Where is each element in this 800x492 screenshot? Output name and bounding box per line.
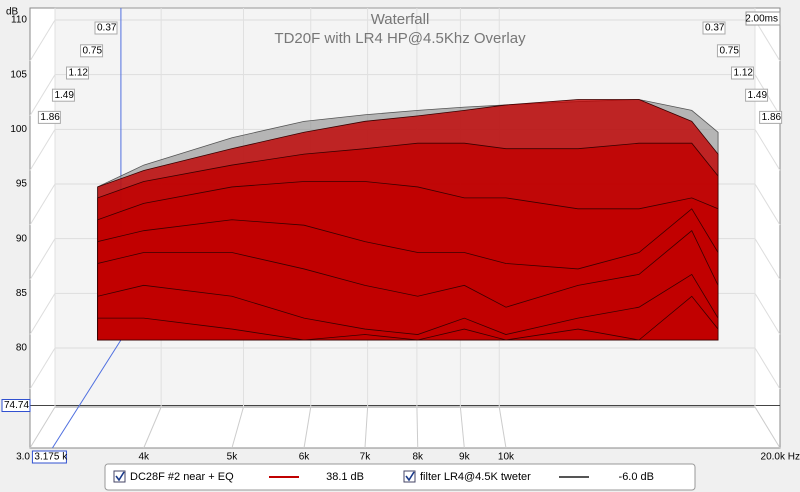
waterfall-slice	[97, 295, 719, 341]
y-tick-label: 90	[16, 233, 28, 244]
z-tick-box	[37, 110, 61, 124]
z-end-label: 2.00ms	[745, 14, 778, 25]
legend	[104, 463, 696, 491]
grid-line	[29, 74, 56, 116]
z-tick-label: 1.86	[40, 112, 60, 123]
grid-line	[231, 406, 244, 449]
grid-line	[754, 19, 781, 62]
grid-line	[754, 238, 781, 280]
z-tick-box	[80, 44, 104, 58]
marks	[97, 99, 719, 341]
z-end-box	[745, 11, 781, 26]
x-tick-label: 3.0	[16, 452, 30, 463]
grid-line	[498, 406, 507, 449]
x-cursor-label: 3.175 k	[34, 452, 68, 463]
grid-line	[29, 183, 56, 226]
x-tick-label: 7k	[360, 452, 372, 463]
legend-check	[115, 471, 125, 482]
x-tick-label: 20.0k Hz	[761, 452, 800, 463]
legend-offset: -6.0 dB	[619, 471, 654, 483]
z-tick-label: 1.49	[748, 90, 768, 101]
y-tick-label: 80	[16, 343, 28, 354]
x-tick-label: 6k	[299, 452, 311, 463]
legend-offset: 38.1 dB	[326, 471, 364, 483]
grid-line	[143, 406, 162, 449]
grid-line	[416, 406, 419, 449]
x-tick-label: 4k	[138, 452, 150, 463]
x-tick-label: 5k	[227, 452, 239, 463]
z-tick-box	[66, 66, 89, 80]
grid-line	[29, 238, 56, 280]
x-tick-label: 9k	[459, 452, 471, 463]
y-tick-label: 95	[16, 179, 28, 190]
z-tick-label: 1.86	[762, 112, 782, 123]
waterfall-slice	[97, 273, 719, 341]
z-tick-label: 0.75	[719, 45, 739, 56]
grid-line	[754, 293, 781, 335]
grid-line	[303, 406, 312, 449]
x-tick-label: 10k	[498, 452, 515, 463]
legend-check	[405, 471, 415, 482]
y-tick-label: 85	[16, 288, 28, 299]
legend-items: DC28F #2 near + EQ 38.1 dB filter LR4@4.5K…	[113, 470, 654, 483]
z-tick-label: 0.37	[97, 23, 117, 34]
y-axis-label: dB	[6, 7, 19, 18]
z-tick-label: 0.75	[83, 45, 103, 56]
z-tick-box	[51, 88, 75, 102]
z-tick-label: 0.37	[705, 23, 725, 34]
grid-line	[459, 406, 465, 449]
z-tick-box	[94, 21, 118, 35]
chart-subtitle: TD20F with LR4 HP@4.5Khz Overlay	[274, 30, 526, 47]
z-tick-label: 1.12	[734, 68, 754, 79]
legend-checkbox[interactable]	[403, 470, 416, 483]
legend-label: DC28F #2 near + EQ	[130, 471, 234, 483]
grid-line	[29, 347, 56, 390]
grid-line	[754, 129, 781, 171]
z-tick-box	[745, 88, 769, 102]
grid-line	[29, 293, 56, 335]
grid-line	[364, 406, 369, 449]
grid-line	[29, 129, 56, 171]
y-tick-label: 100	[10, 124, 27, 135]
z-tick-label: 1.49	[54, 90, 74, 101]
grid-line	[754, 347, 781, 390]
y-cursor-label: 74.74	[4, 400, 29, 411]
grid-line	[29, 19, 56, 62]
z-tick-label: 1.12	[69, 68, 89, 79]
z-tick-box	[716, 44, 740, 58]
y-cursor-box	[1, 399, 31, 413]
z-tick-box	[759, 110, 783, 124]
y-tick-label: 110	[11, 15, 27, 26]
grid-line	[754, 183, 781, 226]
grid-line	[754, 406, 781, 449]
z-tick-box	[731, 66, 754, 80]
z-tick-box	[702, 21, 726, 35]
x-tick-label: 8k	[412, 452, 424, 463]
legend-label: filter LR4@4.5K tweter	[420, 471, 531, 483]
legend-checkbox[interactable]	[113, 470, 126, 483]
chart-title: Waterfall	[371, 11, 430, 28]
grid-line	[29, 406, 56, 449]
x-cursor-box	[31, 450, 67, 464]
y-tick-label: 105	[10, 69, 27, 80]
